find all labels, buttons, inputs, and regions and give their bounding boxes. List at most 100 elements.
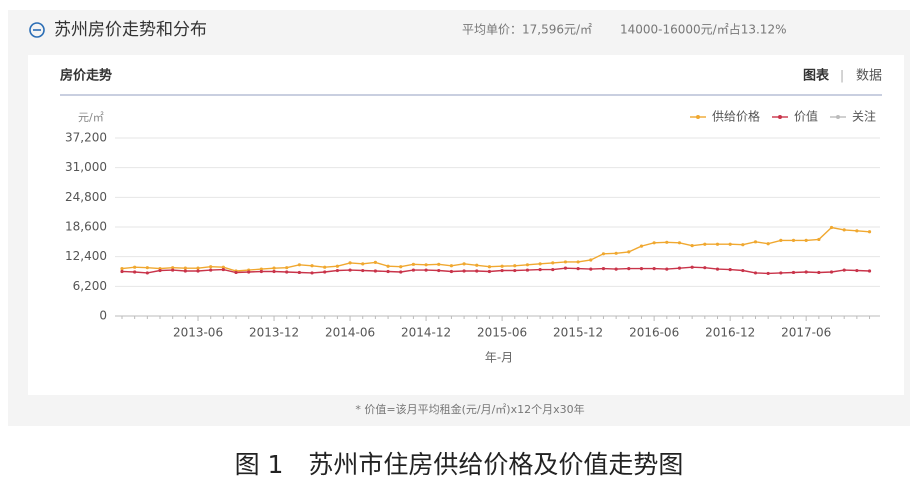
y-tick-label: 6,200 — [73, 279, 107, 293]
point — [715, 242, 720, 246]
y-tick-label: 12,400 — [65, 249, 107, 263]
series-line — [121, 266, 870, 275]
point — [741, 243, 745, 247]
x-tick-label: 2016-12 — [705, 326, 755, 340]
point — [449, 269, 454, 274]
point — [766, 271, 770, 276]
y-tick-label: 24,800 — [65, 190, 107, 204]
point — [766, 242, 770, 246]
point — [462, 269, 466, 273]
y-tick-label: 31,000 — [65, 160, 107, 174]
point — [791, 270, 796, 275]
point — [500, 264, 504, 268]
point — [576, 260, 580, 264]
point — [221, 265, 225, 269]
tab-data[interactable]: 数据 — [856, 69, 882, 84]
point — [563, 266, 568, 270]
point — [196, 269, 200, 273]
point — [145, 266, 149, 270]
chart-bg — [28, 55, 904, 395]
point — [791, 238, 796, 242]
point — [741, 268, 745, 273]
point — [855, 229, 859, 233]
point — [399, 265, 403, 269]
point — [209, 268, 213, 272]
legend-dot — [778, 115, 782, 119]
point — [804, 270, 808, 274]
point — [259, 269, 263, 274]
point — [221, 267, 225, 272]
point — [247, 270, 251, 274]
point — [386, 264, 390, 268]
y-tick-label: 37,200 — [65, 131, 107, 145]
x-tick-label: 2014-12 — [401, 326, 451, 340]
point — [361, 262, 365, 266]
price-share: 14000-16000元/㎡占13.12% — [620, 22, 786, 37]
point — [272, 266, 276, 270]
avg-price: 平均单价：17,596元/㎡ — [462, 23, 592, 37]
y-unit: 元/㎡ — [78, 111, 104, 124]
point — [171, 268, 175, 272]
point — [639, 244, 644, 248]
point — [500, 268, 504, 273]
point — [525, 263, 530, 267]
point — [424, 268, 428, 272]
point — [513, 264, 517, 268]
point — [551, 267, 555, 272]
point — [335, 264, 339, 268]
point — [399, 270, 403, 274]
point — [804, 238, 808, 242]
legend-label: 关注 — [852, 109, 876, 124]
tab-chart[interactable]: 图表 — [803, 68, 830, 84]
point — [677, 266, 682, 270]
tab-separator: | — [840, 69, 844, 83]
point — [627, 250, 631, 254]
point — [690, 244, 694, 248]
point — [614, 267, 618, 271]
point — [576, 267, 580, 271]
point — [677, 241, 682, 245]
point — [753, 240, 758, 244]
point — [829, 270, 834, 274]
point — [652, 267, 656, 271]
caption: 图 1 苏州市住房供给价格及价值走势图 — [235, 450, 684, 479]
point — [779, 238, 783, 242]
point — [183, 269, 187, 273]
x-tick-label: 2013-12 — [249, 326, 299, 340]
point — [475, 263, 479, 267]
point — [437, 262, 441, 266]
point — [563, 260, 568, 264]
point — [335, 268, 339, 273]
point — [120, 267, 124, 271]
point — [348, 268, 352, 272]
point — [487, 269, 492, 274]
point — [665, 240, 669, 244]
point — [323, 270, 327, 274]
point — [639, 267, 644, 271]
x-tick-label: 2017-06 — [781, 326, 831, 340]
y-tick-label: 0 — [99, 309, 107, 323]
point — [323, 265, 327, 269]
point — [538, 262, 542, 266]
header-title: 苏州房价走势和分布 — [54, 20, 207, 40]
point — [589, 267, 593, 271]
point — [411, 268, 416, 272]
legend-label: 供给价格 — [712, 109, 760, 124]
point — [842, 228, 846, 232]
point — [373, 260, 377, 265]
point — [855, 268, 859, 273]
point — [120, 269, 124, 274]
point — [285, 266, 289, 270]
point — [158, 268, 162, 273]
point — [652, 241, 656, 245]
point — [386, 269, 390, 274]
point — [310, 264, 314, 268]
point — [703, 266, 707, 270]
point — [551, 261, 555, 265]
x-tick-label: 2015-12 — [553, 326, 603, 340]
collapse-icon[interactable] — [29, 22, 45, 38]
point — [462, 262, 466, 266]
point — [867, 269, 872, 273]
point — [310, 271, 314, 275]
legend-dot — [836, 115, 840, 119]
